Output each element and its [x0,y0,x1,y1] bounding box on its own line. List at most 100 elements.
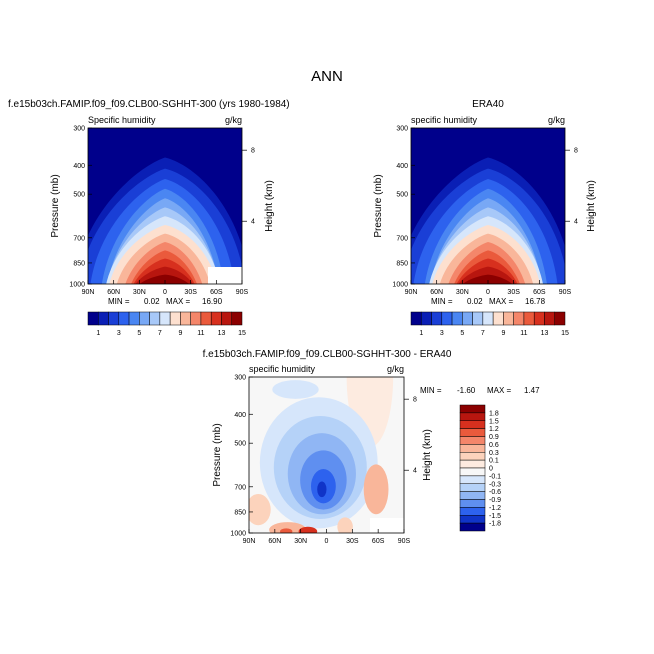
diff-x-tick-label: 60S [372,538,385,545]
obs-colorbar-swatch [482,311,494,326]
diff-x-tick-label: 60N [268,538,281,545]
obs-colorbar-label: 1 [419,330,423,337]
obs-x-tick-label: 60N [430,289,443,296]
obs-y-axis-label: Pressure (mb) [373,174,384,237]
model-colorbar-swatch [221,311,232,326]
obs-colorbar-swatch [472,311,484,326]
model-colorbar-label: 3 [117,330,121,337]
diff-colorbar-swatch [459,404,486,414]
diff-y-tick-label: 300 [234,375,246,382]
obs-right-label: g/kg [548,115,565,125]
model-x-tick-label: 90N [82,289,95,296]
obs-colorbar-label: 13 [541,330,549,337]
diff-y-tick-label: 400 [234,412,246,419]
page-title: ANN [311,68,343,85]
diff-colorbar-label: -1.8 [489,521,501,528]
diff-x-tick-label: 30N [294,538,307,545]
obs-x-tick-label: 90S [559,289,572,296]
diff-colorbar-label: 0.3 [489,450,499,457]
obs-colorbar-swatch [421,311,432,326]
obs-colorbar-label: 3 [440,330,444,337]
diff-colorbar-label: -0.3 [489,481,501,488]
diff-max-value: 1.47 [524,386,540,395]
obs-y-tick-label: 700 [396,235,408,242]
diff-colorbar-swatch [459,507,486,516]
diff-colorbar-label: 0.1 [489,458,499,465]
diff-y2-axis-label: Height (km) [422,429,433,481]
diff-colorbar-label: 0.9 [489,434,499,441]
diff-colorbar-label: -1.2 [489,505,501,512]
obs-x-tick-label: 30S [507,289,520,296]
diff-title: f.e15b03ch.FAMIP.f09_f09.CLB00-SGHHT-300… [203,349,452,360]
model-colorbar-label: 13 [218,330,226,337]
model-colorbar-swatch [180,311,191,326]
diff-y-tick-label: 850 [234,509,246,516]
model-colorbar-swatch [200,311,212,326]
diff-y-tick-label: 500 [234,441,246,448]
model-contour-field [88,128,242,284]
model-y-tick-label: 1000 [69,282,85,289]
diff-colorbar-swatch [459,444,486,453]
model-y-axis-label: Pressure (mb) [50,174,61,237]
obs-title: ERA40 [472,99,504,110]
obs-x-tick-label: 90N [405,289,418,296]
model-colorbar-swatch [190,311,202,326]
obs-contour-level-14 [462,274,513,284]
model-right-label: g/kg [225,115,242,125]
diff-contour-blob [280,528,293,533]
model-colorbar-label: 5 [137,330,141,337]
diff-colorbar-label: -1.5 [489,513,501,520]
diff-colorbar-label: 1.5 [489,418,499,425]
model-x-tick-label: 60S [210,289,223,296]
diff-contour-blob [317,481,327,498]
model-colorbar-swatch [139,311,150,326]
model-contour-level-14 [139,274,190,284]
diff-x-tick-label: 90N [243,538,256,545]
obs-max-label: MAX = [489,297,514,306]
obs-x-tick-label: 0 [486,289,490,296]
model-x-tick-label: 30S [184,289,197,296]
diff-colorbar-label: 1.2 [489,426,499,433]
model-x-tick-label: 0 [163,289,167,296]
model-panel: f.e15b03ch.FAMIP.f09_f09.CLB00-SGHHT-300… [8,99,290,337]
obs-colorbar-label: 7 [481,330,485,337]
obs-colorbar-swatch [533,311,545,326]
model-colorbar-label: 9 [178,330,182,337]
diff-x-tick-label: 30S [346,538,359,545]
diff-min-label: MIN = [420,386,442,395]
diff-contour-blob [373,478,386,507]
model-colorbar-swatch [231,311,243,326]
obs-colorbar-swatch [410,311,422,326]
diff-colorbar-label: 0.6 [489,442,499,449]
diff-colorbar-swatch [459,428,486,437]
model-colorbar: 1 3 5 7 9 11 13 15 [87,311,246,337]
diff-colorbar-swatch [459,412,486,421]
model-x-tick-label: 30N [133,289,146,296]
model-colorbar-label: 11 [197,330,204,337]
model-x-tick-label: 60N [107,289,120,296]
diff-colorbar-swatch [459,499,486,508]
obs-min-value: 0.02 [467,297,483,306]
obs-max-value: 16.78 [525,297,546,306]
diff-y2-tick-label: 8 [413,397,417,404]
model-colorbar-swatch [169,311,181,326]
obs-contour-field [411,128,565,284]
obs-y-tick-label: 300 [396,126,408,133]
diff-colorbar-label: 0 [489,466,493,473]
model-missing-region [208,267,242,284]
obs-colorbar-label: 5 [460,330,464,337]
diff-contour-blob [249,494,271,526]
diff-colorbar-swatch [459,467,486,477]
obs-colorbar-swatch [462,311,473,326]
diff-colorbar-label: -0.1 [489,473,501,480]
obs-x-tick-label: 60S [533,289,546,296]
model-colorbar-label: 15 [238,330,246,337]
model-left-label: Specific humidity [88,115,156,125]
obs-colorbar-swatch [513,311,525,326]
model-y-tick-label: 850 [73,260,85,267]
diff-contour-blob [298,526,318,533]
diff-x-tick-label: 90S [398,538,411,545]
diff-colorbar-swatch [459,483,486,492]
model-y-tick-label: 500 [73,192,85,199]
model-colorbar-swatch [159,311,171,326]
